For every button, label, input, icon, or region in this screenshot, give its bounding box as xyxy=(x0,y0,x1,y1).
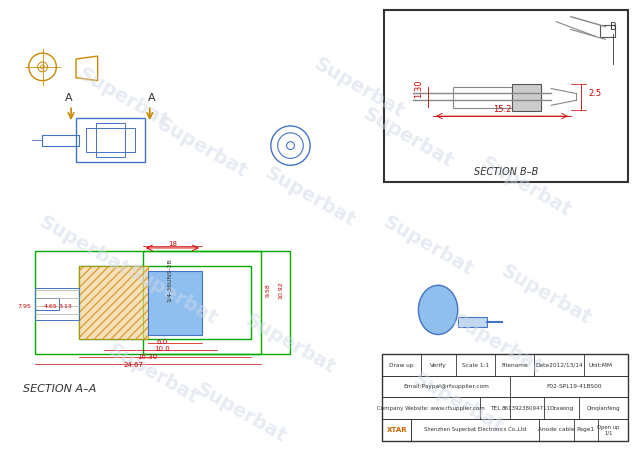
Text: Superbat: Superbat xyxy=(75,65,172,132)
Text: 3.13: 3.13 xyxy=(58,305,72,310)
Text: Superbat: Superbat xyxy=(360,104,457,171)
Text: Superbat: Superbat xyxy=(478,153,575,221)
Bar xyxy=(143,251,261,354)
Text: 2.5: 2.5 xyxy=(589,89,602,99)
Text: Superbat: Superbat xyxy=(242,311,339,378)
Text: Superbat: Superbat xyxy=(35,212,132,280)
Text: Verify: Verify xyxy=(429,362,447,367)
Text: Page1: Page1 xyxy=(577,428,595,433)
Bar xyxy=(35,298,60,310)
Text: Anode cable: Anode cable xyxy=(538,428,575,433)
Text: 86139238094711: 86139238094711 xyxy=(502,406,551,411)
Text: Superbat: Superbat xyxy=(380,212,477,280)
Text: Superbat: Superbat xyxy=(193,380,290,447)
Text: 1.30: 1.30 xyxy=(414,80,423,99)
Bar xyxy=(76,118,145,163)
Text: 24.67: 24.67 xyxy=(123,362,143,368)
Text: Drawing: Drawing xyxy=(549,406,573,411)
Text: Superbat: Superbat xyxy=(498,262,595,329)
Text: F02-SPL19-41BS00: F02-SPL19-41BS00 xyxy=(546,384,602,389)
Text: Superbat: Superbat xyxy=(104,340,202,407)
Text: A: A xyxy=(65,94,73,104)
Bar xyxy=(79,266,251,340)
Text: Company Website: www.rfsupplier.com: Company Website: www.rfsupplier.com xyxy=(378,406,485,411)
Text: 1/4-36UNS-2B: 1/4-36UNS-2B xyxy=(167,258,172,302)
Bar xyxy=(382,419,412,441)
Text: 15.2: 15.2 xyxy=(493,105,511,114)
Text: Scale 1:1: Scale 1:1 xyxy=(462,362,489,367)
Bar xyxy=(35,288,79,320)
Text: 10.0: 10.0 xyxy=(155,346,170,352)
Bar xyxy=(86,128,135,153)
Text: Superbat: Superbat xyxy=(409,370,506,437)
Text: Email:Paypal@rfsupplier.com: Email:Paypal@rfsupplier.com xyxy=(403,384,489,389)
Text: Filename: Filename xyxy=(501,362,528,367)
Text: TEL: TEL xyxy=(490,406,500,411)
Text: Date2012/13/14: Date2012/13/14 xyxy=(535,362,583,367)
Text: Superbat: Superbat xyxy=(124,262,221,329)
Text: 7.95: 7.95 xyxy=(18,305,32,310)
Bar xyxy=(600,25,615,37)
Bar xyxy=(148,271,202,335)
Text: Superbat: Superbat xyxy=(262,163,358,230)
Text: Superbat: Superbat xyxy=(449,311,546,378)
Bar xyxy=(382,354,628,441)
Text: 16.30: 16.30 xyxy=(138,354,158,360)
Text: XTAR: XTAR xyxy=(387,427,407,433)
Text: SECTION A–A: SECTION A–A xyxy=(22,384,96,394)
Text: Open up
1/1: Open up 1/1 xyxy=(597,424,620,435)
Bar xyxy=(35,251,291,354)
Bar xyxy=(79,266,148,340)
Bar xyxy=(42,135,79,146)
Text: Superbat: Superbat xyxy=(311,55,408,122)
Text: 18: 18 xyxy=(168,241,177,247)
Bar xyxy=(512,84,541,111)
Text: Superbat: Superbat xyxy=(154,114,250,181)
Text: 6.0: 6.0 xyxy=(157,339,168,345)
Bar xyxy=(384,10,628,182)
Bar xyxy=(458,317,487,326)
Text: Qinqianfeng: Qinqianfeng xyxy=(586,406,620,411)
Text: 4.65: 4.65 xyxy=(44,305,58,310)
Text: Shenzhen Superbat Electronics Co.,Ltd: Shenzhen Superbat Electronics Co.,Ltd xyxy=(424,428,527,433)
Bar xyxy=(453,87,512,108)
Bar xyxy=(96,123,125,158)
Text: 9.58: 9.58 xyxy=(266,283,271,297)
Text: A: A xyxy=(148,94,156,104)
Text: Unit:MM: Unit:MM xyxy=(588,362,612,367)
Ellipse shape xyxy=(419,285,458,335)
Text: 10.92: 10.92 xyxy=(278,281,284,299)
Text: SECTION B–B: SECTION B–B xyxy=(474,167,538,177)
Text: B: B xyxy=(610,21,616,31)
Text: Draw up: Draw up xyxy=(389,362,414,367)
